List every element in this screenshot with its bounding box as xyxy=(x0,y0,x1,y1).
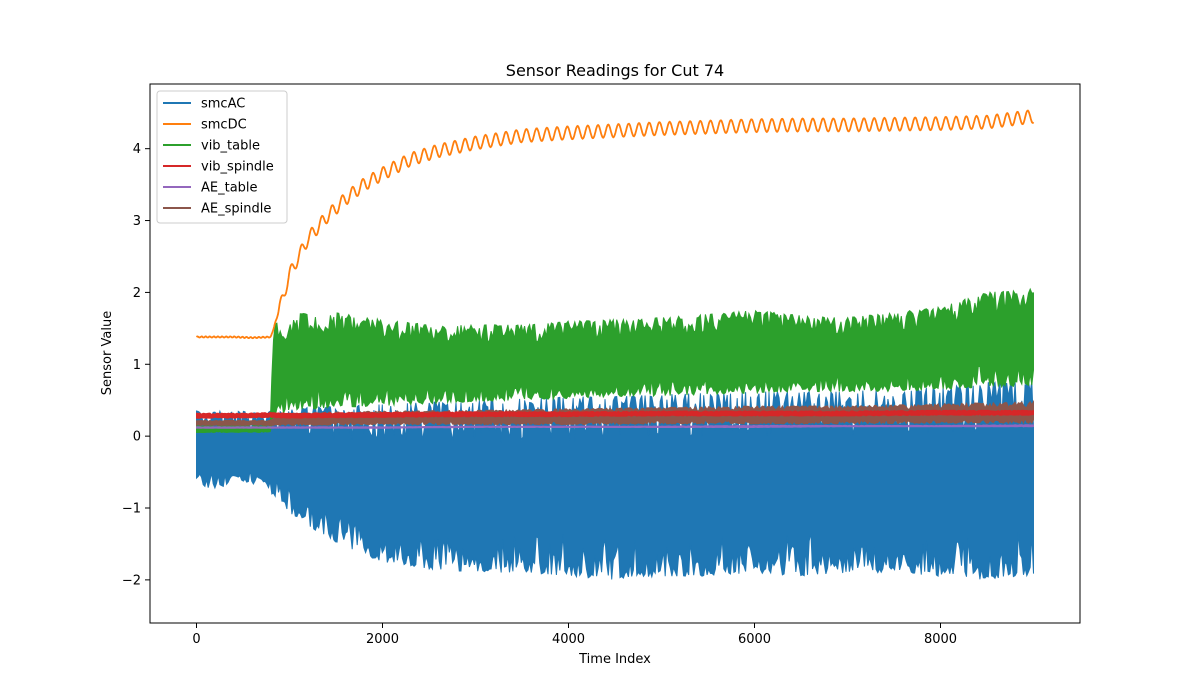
y-tick-label: −1 xyxy=(122,502,141,517)
series-vib-spindle xyxy=(196,409,1034,419)
series-ae-table xyxy=(196,424,1034,429)
axes-frame xyxy=(149,83,1081,624)
x-axis: 0 2000 4000 6000 8000 xyxy=(192,623,957,647)
chart-title: Sensor Readings for Cut 74 xyxy=(506,61,724,80)
y-axis: −2 −1 0 1 2 3 4 xyxy=(122,142,150,588)
x-axis-title: Time Index xyxy=(578,652,651,667)
x-tick-label: 4000 xyxy=(552,632,585,647)
x-tick-label: 0 xyxy=(192,632,200,647)
y-tick-label: 2 xyxy=(133,286,141,301)
legend-label-ae-spindle: AE_spindle xyxy=(201,202,271,217)
series-smcdc xyxy=(195,109,1035,340)
y-tick-label: 1 xyxy=(133,358,141,373)
legend-label-ae-table: AE_table xyxy=(201,181,258,196)
y-tick-label: −2 xyxy=(122,573,141,588)
y-tick-label: 0 xyxy=(133,430,141,445)
x-tick-label: 8000 xyxy=(924,632,957,647)
y-tick-label: 3 xyxy=(133,214,141,229)
y-axis-title: Sensor Value xyxy=(100,311,115,395)
legend-label-vib-spindle: vib_spindle xyxy=(201,160,274,175)
legend-label-vib-table: vib_table xyxy=(201,139,260,154)
plot-area xyxy=(195,109,1035,580)
legend-label-smcac: smcAC xyxy=(201,97,245,112)
x-tick-label: 2000 xyxy=(366,632,399,647)
y-tick-label: 4 xyxy=(133,142,141,157)
legend: smcAC smcDC vib_table vib_spindle AE_table AE… xyxy=(156,90,288,224)
x-tick-label: 6000 xyxy=(738,632,771,647)
series-vib-table xyxy=(196,287,1034,434)
legend-label-smcdc: smcDC xyxy=(201,118,247,133)
